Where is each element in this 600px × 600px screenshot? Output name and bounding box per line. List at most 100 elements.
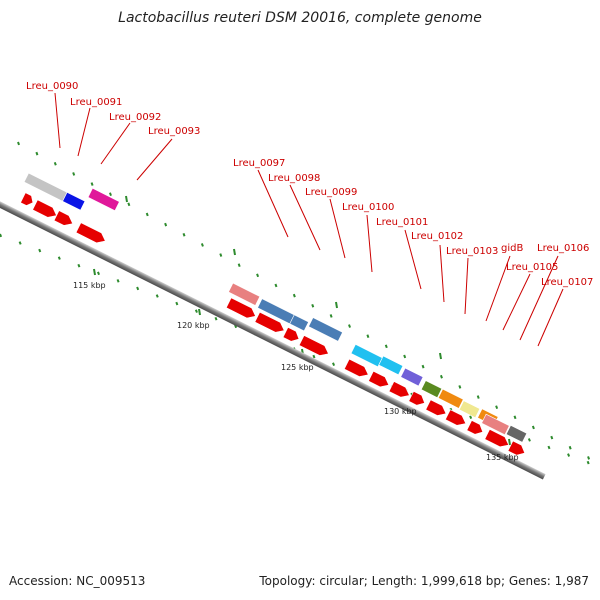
minor-tick — [164, 222, 168, 227]
gene-label-lreu-0099: Lreu_0099 — [305, 187, 357, 198]
scale-label: 120 kbp — [177, 321, 210, 330]
minor-tick — [237, 263, 241, 268]
minor-tick — [527, 438, 531, 442]
gene-features — [20, 172, 528, 456]
minor-tick — [403, 354, 407, 359]
minor-tick — [274, 283, 278, 288]
minor-tick — [90, 182, 94, 186]
gene-labels: Lreu_0090 Lreu_0091 Lreu_0092 Lreu_0093 Lreu… — [26, 81, 593, 288]
minor-tick — [439, 374, 443, 379]
forward-feature-arrow — [53, 210, 74, 226]
minor-tick — [194, 309, 198, 313]
forward-feature-arrow — [425, 399, 447, 416]
gene-box-pink — [481, 413, 510, 436]
gene-label-lreu-0097: Lreu_0097 — [233, 158, 285, 169]
forward-feature-arrow — [466, 420, 484, 435]
label-leader-line — [439, 244, 445, 303]
major-tick — [198, 308, 201, 316]
forward-feature-arrow — [20, 192, 34, 206]
minor-tick — [219, 253, 223, 257]
minor-tick — [332, 362, 336, 366]
minor-tick — [312, 354, 316, 359]
minor-tick — [513, 415, 517, 420]
gene-box-steel-blue — [289, 314, 309, 332]
tick-marks — [0, 141, 591, 465]
label-leader-line — [136, 138, 173, 181]
major-tick — [335, 301, 338, 309]
minor-tick — [214, 316, 218, 321]
forward-feature-arrow — [343, 358, 369, 377]
minor-tick — [469, 415, 473, 419]
gene-box-pale-yellow — [458, 400, 481, 419]
major-tick — [508, 438, 511, 446]
minor-tick — [127, 202, 131, 207]
gene-label-lreu-0103: Lreu_0103 — [446, 246, 498, 257]
minor-tick — [17, 141, 20, 146]
minor-tick — [348, 324, 351, 328]
gene-box-blue — [62, 191, 86, 211]
major-tick — [125, 195, 128, 203]
gene-box-orange — [437, 388, 464, 409]
scale-label: 135 kbp — [486, 453, 519, 462]
backbone-track — [0, 160, 546, 480]
gene-box-pink — [228, 282, 261, 306]
minor-tick — [547, 445, 551, 450]
map-title: Lactobacillus reuteri DSM 20016, complet… — [118, 10, 482, 26]
minor-tick — [256, 273, 260, 278]
minor-tick — [292, 293, 296, 298]
minor-tick — [97, 271, 100, 276]
label-leader-line — [329, 198, 346, 259]
minor-tick — [0, 233, 3, 238]
gene-label-lreu-0100: Lreu_0100 — [342, 202, 394, 213]
gene-label-lreu-0105: Lreu_0105 — [506, 262, 558, 273]
minor-tick — [18, 241, 22, 245]
gene-label-lreu-0090: Lreu_0090 — [26, 81, 78, 92]
gene-label-lreu-0101: Lreu_0101 — [376, 217, 428, 228]
label-leader-line — [100, 122, 131, 165]
minor-tick — [311, 303, 315, 308]
label-leader-line — [502, 273, 531, 331]
minor-tick — [72, 172, 76, 176]
minor-tick — [53, 161, 57, 166]
forward-feature-arrow — [254, 311, 285, 333]
minor-tick — [421, 364, 425, 369]
forward-feature-arrow — [444, 409, 467, 426]
minor-tick — [57, 256, 61, 260]
label-leader-line — [54, 92, 61, 149]
minor-tick — [568, 445, 572, 450]
gene-box-steel-blue — [308, 317, 343, 342]
major-tick — [93, 268, 96, 276]
gene-box-purple — [400, 367, 424, 387]
label-leader-line — [537, 288, 564, 347]
minor-tick — [116, 279, 120, 283]
label-leader-line — [289, 184, 321, 251]
gene-box-cyan — [378, 355, 404, 376]
gene-box-magenta — [87, 187, 120, 212]
forward-feature-arrow — [225, 297, 256, 319]
label-leader-line — [404, 229, 422, 290]
major-tick — [233, 248, 236, 256]
scale-label: 125 kbp — [281, 363, 314, 372]
forward-feature-arrow — [507, 440, 526, 456]
minor-tick — [586, 460, 590, 465]
minor-tick — [145, 212, 149, 217]
minor-tick — [587, 456, 591, 460]
label-leaders — [54, 92, 564, 347]
scale-label: 115 kbp — [73, 281, 106, 290]
major-tick — [439, 352, 442, 360]
minor-tick — [458, 385, 462, 389]
scale-labels: 115 kbp 120 kbp 125 kbp 130 kbp 135 kbp — [73, 281, 519, 462]
backbone — [0, 160, 546, 480]
label-leader-line — [366, 214, 373, 273]
gene-label-lreu-0102: Lreu_0102 — [411, 231, 463, 242]
minor-tick — [77, 263, 81, 268]
minor-tick — [38, 248, 42, 253]
gene-label-lreu-0093: Lreu_0093 — [148, 126, 200, 137]
label-leader-line — [77, 107, 91, 157]
gene-label-lreu-0091: Lreu_0091 — [70, 97, 122, 108]
label-leader-line — [485, 255, 511, 322]
forward-feature-arrow — [408, 390, 425, 406]
forward-feature-arrow — [298, 335, 329, 356]
forward-feature-arrow — [32, 199, 57, 218]
